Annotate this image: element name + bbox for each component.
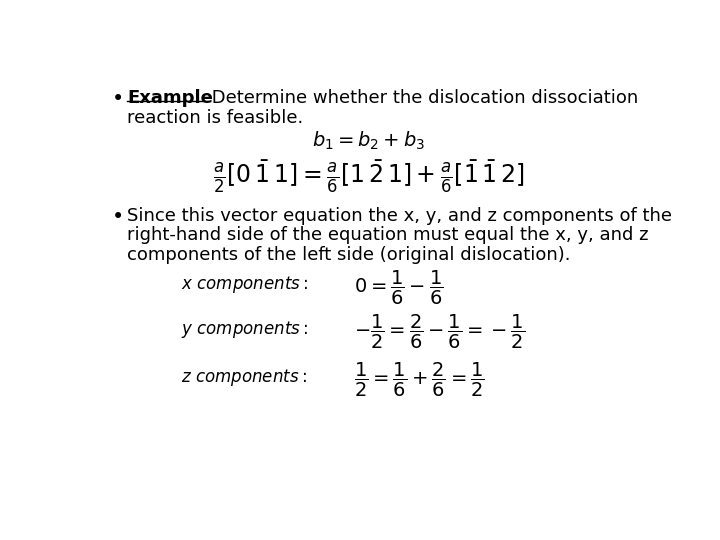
Text: $-\dfrac{1}{2} = \dfrac{2}{6} - \dfrac{1}{6} = -\dfrac{1}{2}$: $-\dfrac{1}{2} = \dfrac{2}{6} - \dfrac{1… [354, 313, 524, 351]
Text: Example: Example [127, 90, 213, 107]
Text: •: • [112, 90, 124, 110]
Text: $z\ components:$: $z\ components:$ [181, 367, 307, 388]
Text: $b_1 = b_2 + b_3$: $b_1 = b_2 + b_3$ [312, 130, 426, 152]
Text: $\frac{a}{2}[0\,\bar{1}\,1] = \frac{a}{6}[1\,\bar{2}\,1] + \frac{a}{6}[\bar{1}\,: $\frac{a}{2}[0\,\bar{1}\,1] = \frac{a}{6… [213, 159, 525, 195]
Text: right-hand side of the equation must equal the x, y, and z: right-hand side of the equation must equ… [127, 226, 649, 245]
Text: Determine whether the dislocation dissociation: Determine whether the dislocation dissoc… [206, 90, 639, 107]
Text: $x\ components:$: $x\ components:$ [181, 274, 309, 295]
Text: components of the left side (original dislocation).: components of the left side (original di… [127, 246, 571, 264]
Text: reaction is feasible.: reaction is feasible. [127, 110, 303, 127]
Text: $y\ components:$: $y\ components:$ [181, 319, 309, 340]
Text: $\dfrac{1}{2} = \dfrac{1}{6} + \dfrac{2}{6} = \dfrac{1}{2}$: $\dfrac{1}{2} = \dfrac{1}{6} + \dfrac{2}… [354, 361, 485, 399]
Text: Since this vector equation the x, y, and z components of the: Since this vector equation the x, y, and… [127, 207, 672, 225]
Text: $0 = \dfrac{1}{6} - \dfrac{1}{6}$: $0 = \dfrac{1}{6} - \dfrac{1}{6}$ [354, 269, 443, 307]
Text: •: • [112, 207, 124, 227]
